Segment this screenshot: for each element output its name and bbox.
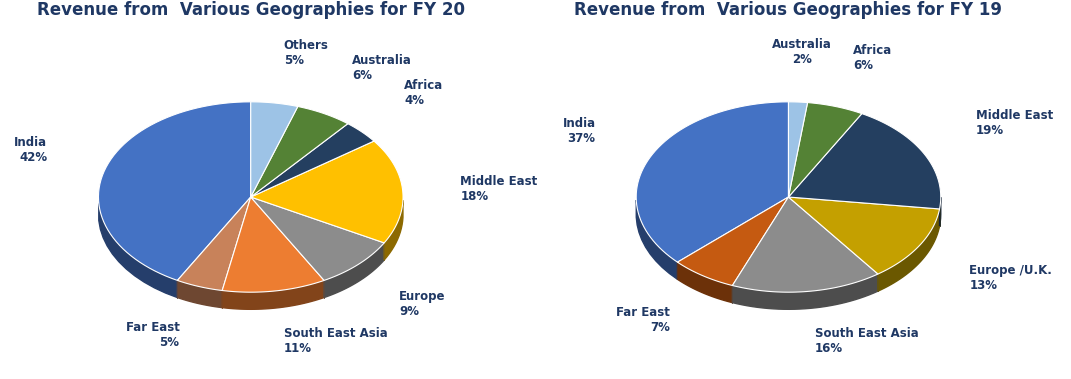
Polygon shape	[788, 197, 939, 274]
Text: Middle East
18%: Middle East 18%	[461, 175, 538, 203]
Text: Far East
5%: Far East 5%	[125, 321, 180, 349]
Polygon shape	[788, 103, 862, 197]
Text: Europe /U.K.
13%: Europe /U.K. 13%	[969, 264, 1052, 292]
Text: Australia
2%: Australia 2%	[772, 38, 831, 66]
Polygon shape	[678, 197, 788, 285]
Polygon shape	[678, 262, 733, 303]
Polygon shape	[325, 243, 384, 298]
Polygon shape	[251, 102, 298, 197]
Polygon shape	[636, 200, 678, 279]
Polygon shape	[251, 141, 403, 243]
Polygon shape	[878, 209, 939, 291]
Title: Revenue from  Various Geographies for FY 19: Revenue from Various Geographies for FY …	[574, 1, 1002, 19]
Polygon shape	[251, 197, 384, 280]
Polygon shape	[251, 124, 374, 197]
Text: South East Asia
11%: South East Asia 11%	[284, 327, 388, 355]
Text: Middle East
19%: Middle East 19%	[976, 110, 1053, 137]
Text: Africa
4%: Africa 4%	[404, 79, 443, 107]
Polygon shape	[788, 114, 940, 209]
Polygon shape	[222, 197, 325, 292]
Polygon shape	[178, 280, 222, 308]
Polygon shape	[99, 102, 251, 280]
Text: South East Asia
16%: South East Asia 16%	[815, 327, 919, 356]
Polygon shape	[636, 102, 788, 262]
Text: India
42%: India 42%	[14, 136, 47, 164]
Polygon shape	[178, 197, 251, 290]
Polygon shape	[222, 280, 325, 309]
Title: Revenue from  Various Geographies for FY 20: Revenue from Various Geographies for FY …	[36, 1, 465, 19]
Polygon shape	[733, 274, 878, 309]
Text: Africa
6%: Africa 6%	[854, 44, 892, 72]
Polygon shape	[384, 200, 403, 260]
Polygon shape	[99, 204, 178, 298]
Text: Europe
9%: Europe 9%	[399, 290, 446, 318]
Text: Far East
7%: Far East 7%	[617, 305, 670, 334]
Polygon shape	[251, 106, 348, 197]
Text: India
37%: India 37%	[562, 117, 595, 145]
Polygon shape	[788, 102, 808, 197]
Text: Australia
6%: Australia 6%	[352, 54, 412, 82]
Polygon shape	[939, 197, 940, 226]
Polygon shape	[733, 197, 878, 292]
Text: Others
5%: Others 5%	[284, 39, 329, 67]
